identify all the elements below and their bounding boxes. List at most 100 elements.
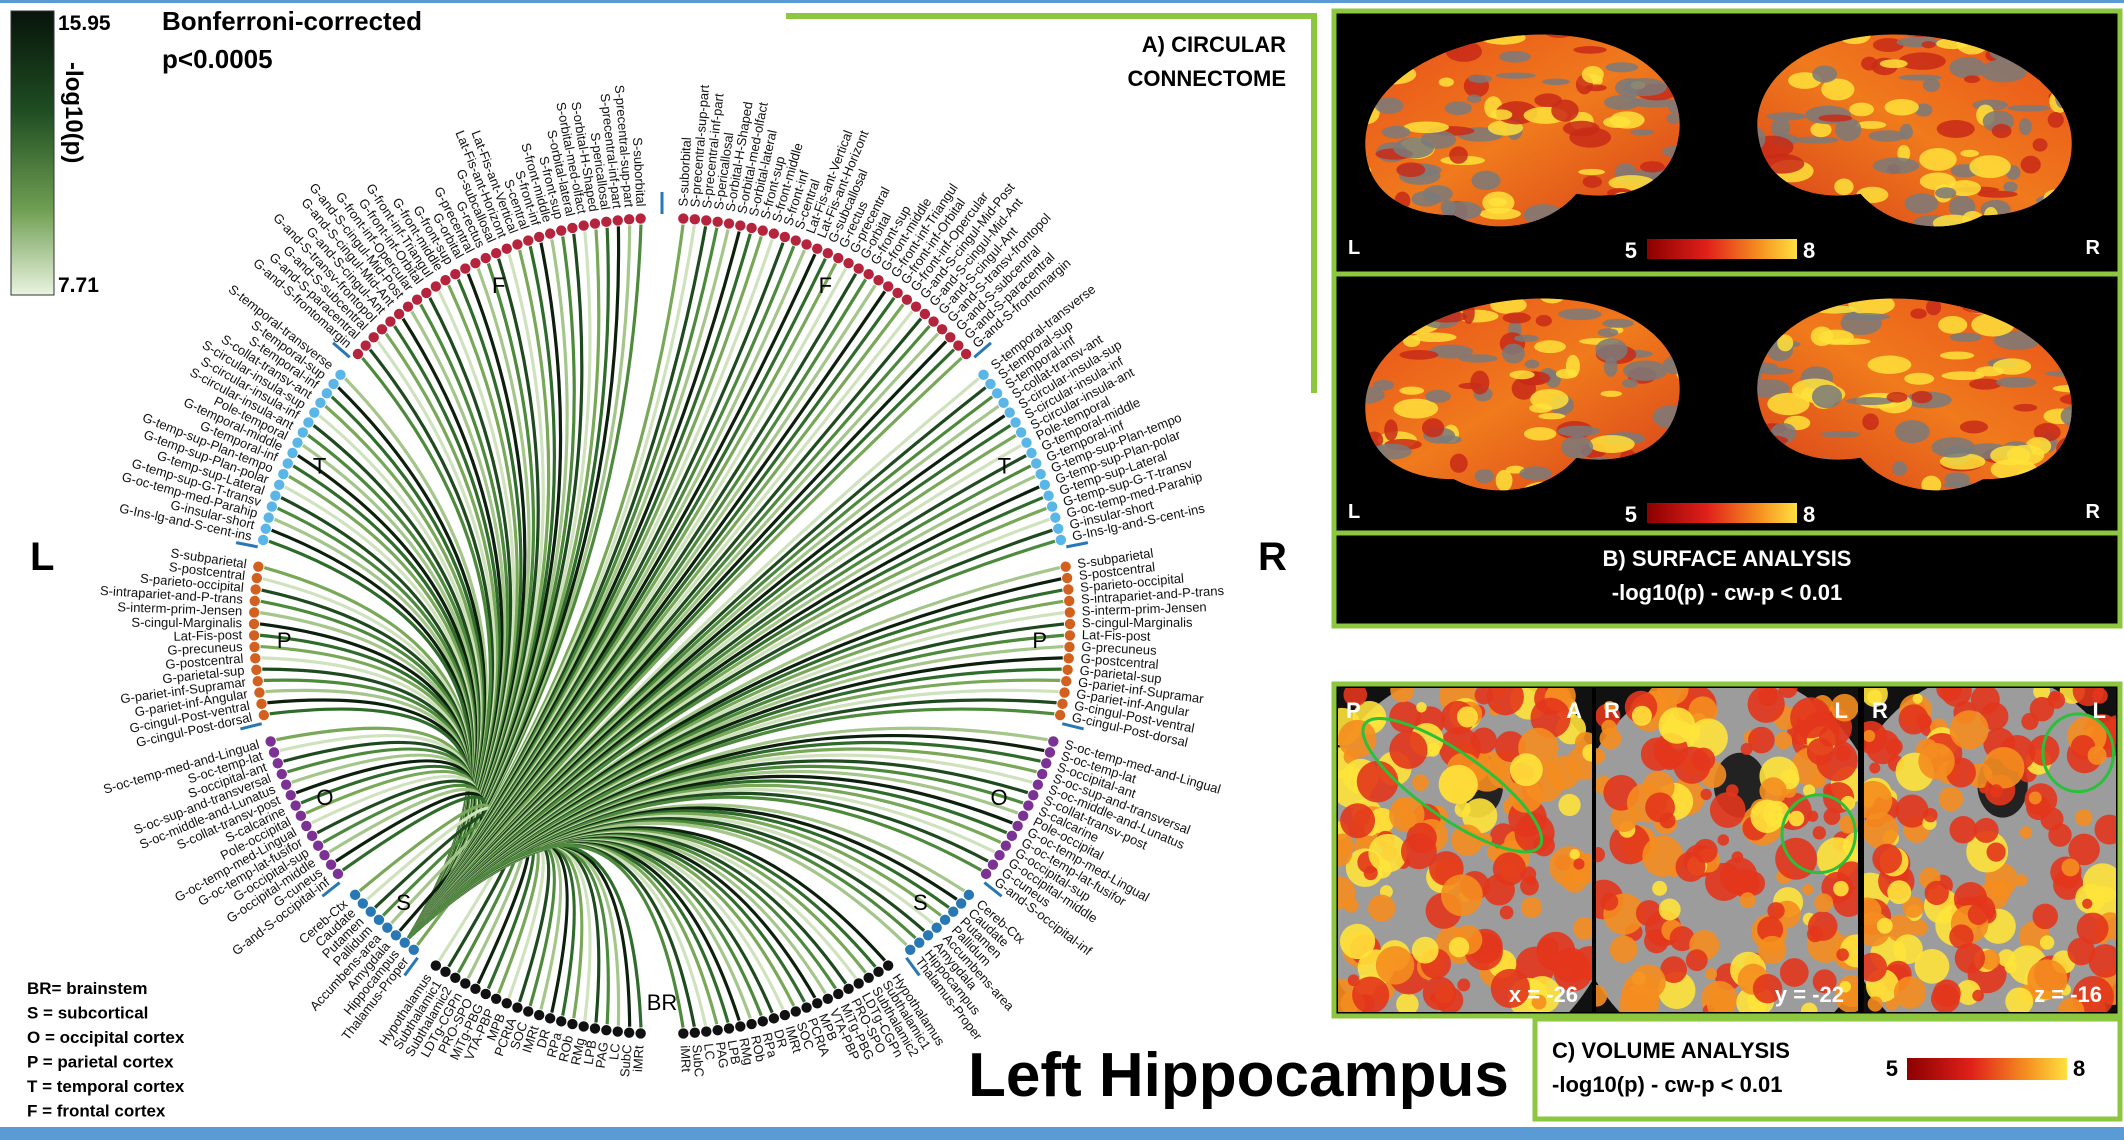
node <box>853 978 864 989</box>
blob <box>2075 809 2093 827</box>
blob <box>1964 75 1980 84</box>
lobe-separator <box>1061 722 1084 731</box>
node <box>260 523 271 534</box>
subtitle: p<0.0005 <box>162 44 273 74</box>
node <box>373 914 385 926</box>
blob <box>1717 834 1730 846</box>
lobe-separator <box>332 341 351 359</box>
region-label: S-interm-prim-Jensen <box>117 599 242 618</box>
node <box>1053 523 1064 534</box>
chord <box>407 843 685 1028</box>
node <box>249 641 260 653</box>
blob <box>1596 984 1608 1007</box>
view-left: L <box>1348 237 1360 259</box>
blob <box>2029 696 2055 722</box>
node <box>556 225 567 236</box>
blob <box>1872 157 1920 174</box>
blob <box>1892 461 1908 476</box>
legend-item: O = occipital cortex <box>27 1028 185 1047</box>
panel-c-scale-min: 5 <box>1886 1056 1898 1081</box>
blob <box>1471 170 1501 191</box>
blob <box>1669 926 1695 952</box>
node <box>402 301 414 312</box>
blob <box>1918 743 1955 780</box>
blob <box>1390 688 1415 703</box>
blob <box>1622 378 1639 388</box>
blob <box>1562 120 1600 137</box>
blob <box>1836 948 1849 961</box>
panel-a-title: CONNECTOME <box>1128 66 1287 91</box>
blob <box>2032 903 2058 930</box>
node <box>945 332 956 343</box>
blob <box>1919 172 1956 191</box>
blob <box>1709 792 1746 828</box>
blob <box>1578 168 1605 176</box>
blob <box>2057 997 2085 1012</box>
blob <box>1949 57 1986 79</box>
blob <box>1421 418 1445 438</box>
blob <box>1370 713 1387 729</box>
blob <box>1938 786 1964 812</box>
legend-item: BR= brainstem <box>27 979 147 998</box>
blob <box>1343 688 1368 707</box>
node <box>257 534 269 546</box>
blob <box>1499 50 1531 63</box>
surface-views: L R 5 8 L R 5 8 <box>1348 34 2101 527</box>
blob <box>1338 719 1377 759</box>
node <box>480 988 491 1000</box>
blob <box>1535 314 1552 327</box>
blob <box>1864 780 1893 820</box>
blob <box>1514 334 1539 343</box>
blob <box>1932 214 1974 227</box>
slice <box>1596 688 1858 1012</box>
blob <box>1834 178 1854 196</box>
lobe-separator <box>973 341 992 359</box>
blob <box>1425 389 1451 403</box>
node <box>1012 820 1023 832</box>
scale-bar <box>1647 503 1797 523</box>
node <box>1021 437 1032 448</box>
blob <box>1938 315 1968 334</box>
blob <box>1989 784 2003 798</box>
blob <box>1869 762 1881 774</box>
blob <box>1862 413 1879 431</box>
node <box>263 512 274 523</box>
node <box>978 369 989 381</box>
node <box>1054 709 1066 721</box>
node <box>408 944 419 955</box>
node <box>757 1016 768 1027</box>
blob <box>1775 837 1818 880</box>
region-label: PAG <box>713 1041 731 1069</box>
node <box>1044 747 1056 758</box>
blob <box>1502 312 1531 324</box>
region-label: S-suborbital <box>675 137 694 207</box>
node <box>812 243 823 254</box>
blob <box>2088 944 2116 978</box>
node <box>939 914 951 926</box>
legend-item: F = frontal cortex <box>27 1102 166 1121</box>
node <box>470 983 481 995</box>
lobe-letter: T <box>998 454 1011 479</box>
node <box>258 709 270 721</box>
blob <box>1886 391 1908 403</box>
node <box>963 889 975 901</box>
node <box>1010 417 1021 428</box>
blob <box>1495 72 1536 79</box>
blob <box>1368 807 1395 834</box>
blob <box>1884 98 1919 116</box>
blob <box>1552 947 1589 983</box>
blob <box>1992 358 2032 375</box>
legend: BR= brainstem S = subcortical O = occipita… <box>27 979 185 1121</box>
blob <box>1939 351 1975 360</box>
node <box>393 308 405 320</box>
blob <box>1495 469 1513 491</box>
node <box>901 294 913 305</box>
blob <box>1581 65 1604 84</box>
blob <box>1673 746 1711 784</box>
blob <box>1922 78 1941 92</box>
region-label: RMg <box>736 1037 756 1067</box>
blob <box>1705 968 1718 980</box>
panel-b-title: B) SURFACE ANALYSIS <box>1603 546 1852 571</box>
blob <box>2013 403 2038 412</box>
blob <box>1501 343 1525 364</box>
